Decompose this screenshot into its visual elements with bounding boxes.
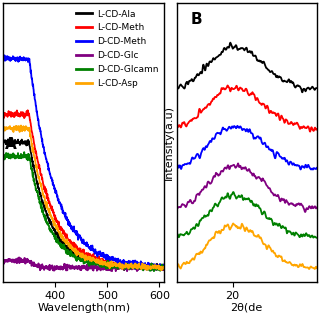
Y-axis label: Intensity(a.u): Intensity(a.u)	[164, 105, 174, 180]
X-axis label: Wavelength(nm): Wavelength(nm)	[37, 303, 131, 313]
X-axis label: 2θ(de: 2θ(de	[230, 303, 263, 313]
Text: A: A	[5, 137, 17, 152]
Legend: L-CD-Ala, L-CD-Meth, D-CD-Meth, D-CD-Glc, D-CD-Glcamn, L-CD-Asp: L-CD-Ala, L-CD-Meth, D-CD-Meth, D-CD-Glc…	[74, 8, 160, 90]
Text: B: B	[191, 12, 202, 27]
